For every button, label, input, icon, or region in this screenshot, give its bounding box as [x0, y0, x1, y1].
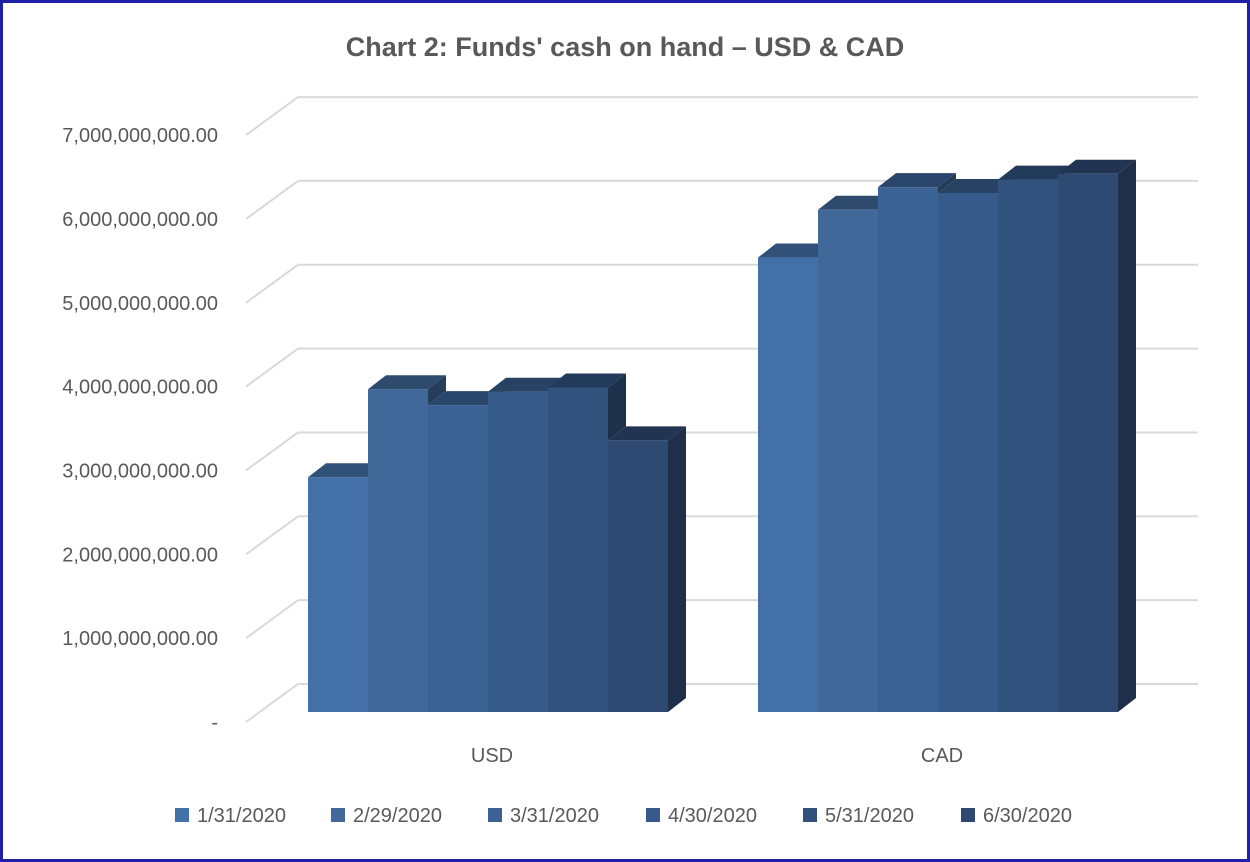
bar-top-face	[368, 375, 446, 390]
bar-side-face	[428, 375, 446, 406]
bar-top-face	[608, 426, 686, 441]
legend-label: 5/31/2020	[825, 805, 914, 827]
legend-item: 6/30/2020	[961, 805, 1072, 827]
gridline-diagonal	[245, 515, 299, 556]
gridline-diagonal	[245, 599, 299, 639]
bar-usd-6	[608, 426, 686, 712]
legend-label: 1/31/2020	[197, 805, 286, 827]
bar-cad-3	[878, 173, 956, 713]
gridline-diagonal	[245, 347, 299, 388]
bar-front-face	[998, 179, 1058, 713]
legend-swatch	[803, 808, 817, 822]
legend-swatch	[646, 808, 660, 822]
bar-usd-5	[548, 373, 626, 712]
bar-front-face	[938, 192, 998, 712]
bars	[308, 159, 1136, 713]
bar-cad-4	[938, 178, 1016, 712]
bar-side-face	[608, 373, 626, 441]
legend-item: 1/31/2020	[175, 805, 286, 827]
x-category-label: CAD	[921, 745, 963, 767]
bar-usd-4	[488, 377, 566, 712]
legend-label: 4/30/2020	[668, 805, 757, 827]
y-axis: - 1,000,000,000.00 2,000,000,000.00 3,000,0…	[62, 125, 218, 734]
bar-cad-1	[758, 243, 836, 712]
bar-top-face	[428, 391, 506, 406]
bar-front-face	[608, 440, 668, 712]
bar-top-face	[308, 463, 386, 478]
y-tick-label: 7,000,000,000.00	[62, 125, 218, 147]
legend-swatch	[175, 808, 189, 822]
bar-top-face	[488, 377, 566, 392]
bar-front-face	[878, 187, 938, 713]
bar-front-face	[488, 391, 548, 712]
legend-label: 3/31/2020	[510, 805, 599, 827]
legend-item: 3/31/2020	[488, 805, 599, 827]
gridline-diagonal	[245, 683, 299, 723]
y-tick-label: 1,000,000,000.00	[62, 628, 218, 650]
x-axis: USD CAD	[471, 745, 963, 767]
y-tick-label: 3,000,000,000.00	[62, 460, 218, 482]
gridline-diagonal	[245, 96, 299, 136]
bar-top-face	[758, 243, 836, 258]
bar-top-face	[878, 173, 956, 188]
bar-usd-3	[428, 391, 506, 712]
legend-swatch	[961, 808, 975, 822]
bar-side-face	[938, 173, 956, 193]
bar-top-face	[548, 373, 626, 388]
bar-front-face	[428, 405, 488, 712]
bar-front-face	[548, 387, 608, 712]
bar-front-face	[1058, 173, 1118, 712]
bar-front-face	[758, 257, 818, 712]
legend-item: 4/30/2020	[646, 805, 757, 827]
bar-top-face	[818, 195, 896, 210]
legend: 1/31/2020 2/29/2020 3/31/2020 4/30/2020 5/31…	[175, 805, 1072, 827]
gridline-diagonal	[245, 263, 299, 304]
legend-label: 2/29/2020	[353, 805, 442, 827]
legend-item: 5/31/2020	[803, 805, 914, 827]
bar-front-face	[308, 477, 368, 712]
bar-usd-2	[368, 375, 446, 712]
bar-cad-6	[1058, 159, 1136, 712]
gridline-diagonal	[245, 431, 299, 472]
bar-front-face	[368, 389, 428, 712]
bar-top-face	[1058, 159, 1136, 174]
y-tick-label: 6,000,000,000.00	[62, 209, 218, 231]
y-tick-label: 4,000,000,000.00	[62, 377, 218, 399]
bar-cad-2	[818, 195, 896, 712]
y-tick-label: 5,000,000,000.00	[62, 293, 218, 315]
x-category-label: USD	[471, 745, 513, 767]
bar-top-face	[938, 178, 1016, 193]
legend-label: 6/30/2020	[983, 805, 1072, 827]
legend-swatch	[488, 808, 502, 822]
y-tick-label: 2,000,000,000.00	[62, 544, 218, 566]
bar-side-face	[668, 426, 686, 712]
bar-side-face	[1118, 159, 1136, 712]
legend-swatch	[331, 808, 345, 822]
legend-item: 2/29/2020	[331, 805, 442, 827]
bar-usd-1	[308, 463, 386, 712]
bar-top-face	[998, 165, 1076, 180]
gridline-diagonal	[245, 180, 299, 220]
chart-title: Chart 2: Funds' cash on hand – USD & CAD	[346, 32, 904, 62]
y-tick-label: -	[211, 712, 218, 734]
bar-cad-5	[998, 165, 1076, 713]
bar-front-face	[818, 209, 878, 712]
